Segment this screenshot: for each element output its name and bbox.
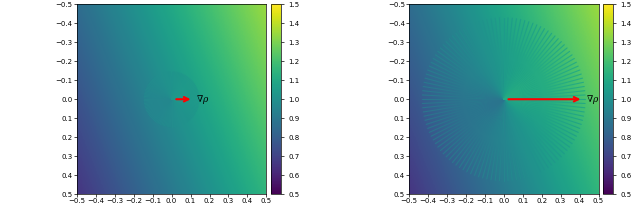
- Text: $\nabla \rho$: $\nabla \rho$: [586, 93, 600, 106]
- Text: $\nabla \rho$: $\nabla \rho$: [196, 93, 210, 106]
